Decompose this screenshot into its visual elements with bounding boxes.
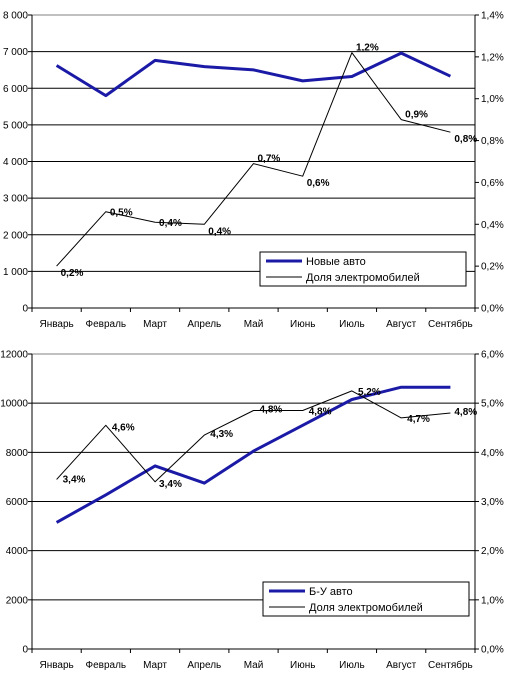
- x-axis-category-label: Март: [143, 319, 167, 330]
- data-label: 4,8%: [309, 407, 332, 418]
- x-axis-category-label: Июль: [339, 660, 365, 671]
- series-line-1: [55, 385, 451, 524]
- right-axis-tick-label: 1,2%: [481, 52, 504, 63]
- x-axis-category-label: Март: [143, 660, 167, 671]
- legend-label: Новые авто: [306, 256, 366, 268]
- data-label: 0,9%: [405, 110, 428, 121]
- right-axis-tick-label: 1,0%: [481, 94, 504, 105]
- left-axis-tick-label: 2 000: [3, 230, 28, 241]
- data-label: 0,2%: [61, 268, 84, 279]
- data-label: 0,4%: [208, 226, 231, 237]
- right-axis-tick-label: 0,6%: [481, 178, 504, 189]
- x-axis-category-label: Июль: [339, 319, 365, 330]
- left-axis-tick-label: 3 000: [3, 194, 28, 205]
- series-line-1: [55, 51, 452, 98]
- right-axis-tick-label: 2,0%: [481, 546, 504, 557]
- x-axis-category-label: Май: [244, 660, 264, 671]
- legend-box: [259, 251, 467, 287]
- right-axis-tick-label: 4,0%: [481, 448, 504, 459]
- right-axis-tick-label: 1,0%: [481, 595, 504, 606]
- right-axis-tick-label: 0,0%: [481, 304, 504, 315]
- right-axis-tick-label: 0,8%: [481, 136, 504, 147]
- right-axis-tick-label: 0,4%: [481, 220, 504, 231]
- left-axis-tick-label: 0: [22, 645, 28, 656]
- left-axis-tick-label: 1 000: [3, 267, 28, 278]
- x-axis-category-label: Январь: [39, 319, 73, 330]
- legend-label: Доля электромобилей: [309, 602, 423, 614]
- data-label: 3,4%: [159, 479, 182, 490]
- data-label: 0,7%: [258, 154, 281, 165]
- legend-label: Доля электромобилей: [306, 272, 420, 284]
- data-label: 5,2%: [358, 387, 381, 398]
- x-axis-category-label: Август: [386, 319, 417, 330]
- data-label: 0,4%: [159, 218, 182, 229]
- x-axis-category-label: Сентябрь: [428, 659, 473, 671]
- x-axis-category-label: Апрель: [187, 319, 221, 330]
- left-axis-tick-label: 12000: [0, 350, 28, 361]
- data-label: 4,6%: [112, 422, 135, 433]
- right-axis-tick-label: 0,0%: [481, 645, 504, 656]
- right-axis-tick-label: 1,4%: [481, 11, 504, 22]
- x-axis-category-label: Январь: [39, 660, 73, 671]
- data-label: 0,8%: [454, 134, 477, 145]
- right-axis-tick-label: 0,2%: [481, 262, 504, 273]
- left-axis-tick-label: 2000: [6, 595, 29, 606]
- x-axis-category-label: Февраль: [86, 660, 127, 671]
- x-axis-category-label: Апрель: [187, 660, 221, 671]
- x-axis-category-label: Февраль: [86, 319, 127, 330]
- data-label: 0,6%: [307, 178, 330, 189]
- x-axis-category-label: Июнь: [290, 319, 315, 330]
- right-axis-tick-label: 3,0%: [481, 497, 504, 508]
- chart-2: 0 2000 4000 6000 8000 10000 12000 0,0% 1,0% 2,0% 3…: [0, 350, 504, 672]
- legend-box: [262, 581, 470, 617]
- left-axis-tick-label: 8000: [6, 448, 29, 459]
- data-label: 1,2%: [356, 43, 379, 54]
- right-axis-tick-label: 5,0%: [481, 399, 504, 410]
- series-line-2: [56, 52, 451, 267]
- x-axis-category-label: Май: [244, 319, 264, 330]
- left-axis-tick-label: 4000: [6, 546, 29, 557]
- left-axis-tick-label: 10000: [0, 399, 28, 410]
- left-axis-tick-label: 5 000: [3, 120, 28, 131]
- data-label: 4,3%: [210, 429, 233, 440]
- data-label: 3,4%: [63, 474, 86, 485]
- data-label: 4,8%: [260, 405, 283, 416]
- x-axis-category-label: Август: [386, 660, 417, 671]
- x-axis-category-label: Сентябрь: [428, 318, 473, 330]
- left-axis-tick-label: 7 000: [3, 47, 28, 58]
- x-axis-category-label: Июнь: [290, 660, 315, 671]
- data-label: 0,5%: [110, 208, 133, 219]
- legend-label: Б-У авто: [309, 586, 353, 598]
- data-label: 4,8%: [454, 407, 477, 418]
- series-line-2: [56, 390, 451, 483]
- data-label: 4,7%: [407, 414, 430, 425]
- legend: Б-У авто Доля электромобилей: [262, 581, 470, 617]
- left-axis-tick-label: 0: [22, 304, 28, 315]
- chart-1: 0 1 000 2 000 3 000 4 000 5 000 6 000 7 000 8 00…: [3, 11, 504, 331]
- legend: Новые авто Доля электромобилей: [259, 251, 467, 287]
- left-axis-tick-label: 6 000: [3, 84, 28, 95]
- right-axis-tick-label: 6,0%: [481, 350, 504, 361]
- left-axis-tick-label: 6000: [6, 497, 29, 508]
- left-axis-tick-label: 4 000: [3, 157, 28, 168]
- left-axis-tick-label: 8 000: [3, 11, 28, 22]
